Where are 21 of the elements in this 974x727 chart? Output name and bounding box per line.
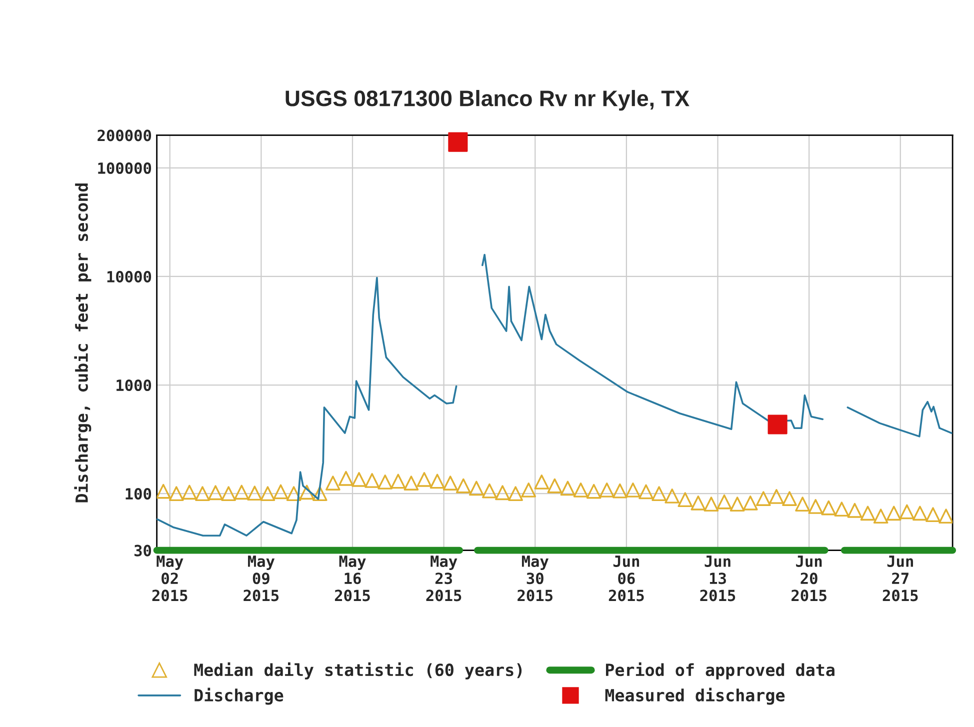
y-tick-label: 1000 bbox=[116, 379, 152, 392]
legend-label: Median daily statistic (60 years) bbox=[194, 662, 522, 680]
chart-title: USGS 08171300 Blanco Rv nr Kyle, TX bbox=[286, 90, 690, 111]
x-tick-label: Jun 13 2015 bbox=[700, 556, 736, 602]
legend-label: Discharge bbox=[194, 688, 284, 705]
x-tick-label: May 23 2015 bbox=[426, 556, 462, 602]
x-tick-label: May 09 2015 bbox=[244, 556, 279, 602]
x-tick-label: May 02 2015 bbox=[152, 556, 188, 602]
y-tick-label: 100000 bbox=[98, 162, 152, 174]
y-tick-label: 30 bbox=[134, 544, 152, 556]
x-tick-label: Jun 06 2015 bbox=[608, 556, 644, 602]
x-tick-label: Jun 20 2015 bbox=[792, 556, 826, 602]
x-tick-label: May 30 2015 bbox=[518, 556, 552, 602]
legend-label: Period of approved data bbox=[606, 662, 834, 680]
y-axis-title: Discharge, cubic feet per second bbox=[74, 183, 92, 502]
y-tick-label: 200000 bbox=[98, 130, 152, 142]
legend-label: Measured discharge bbox=[605, 688, 785, 705]
x-tick-label: May 16 2015 bbox=[334, 556, 370, 602]
y-tick-label: 100 bbox=[126, 488, 152, 500]
x-tick-label: Jun 27 2015 bbox=[882, 556, 918, 602]
y-tick-label: 10000 bbox=[107, 270, 152, 282]
